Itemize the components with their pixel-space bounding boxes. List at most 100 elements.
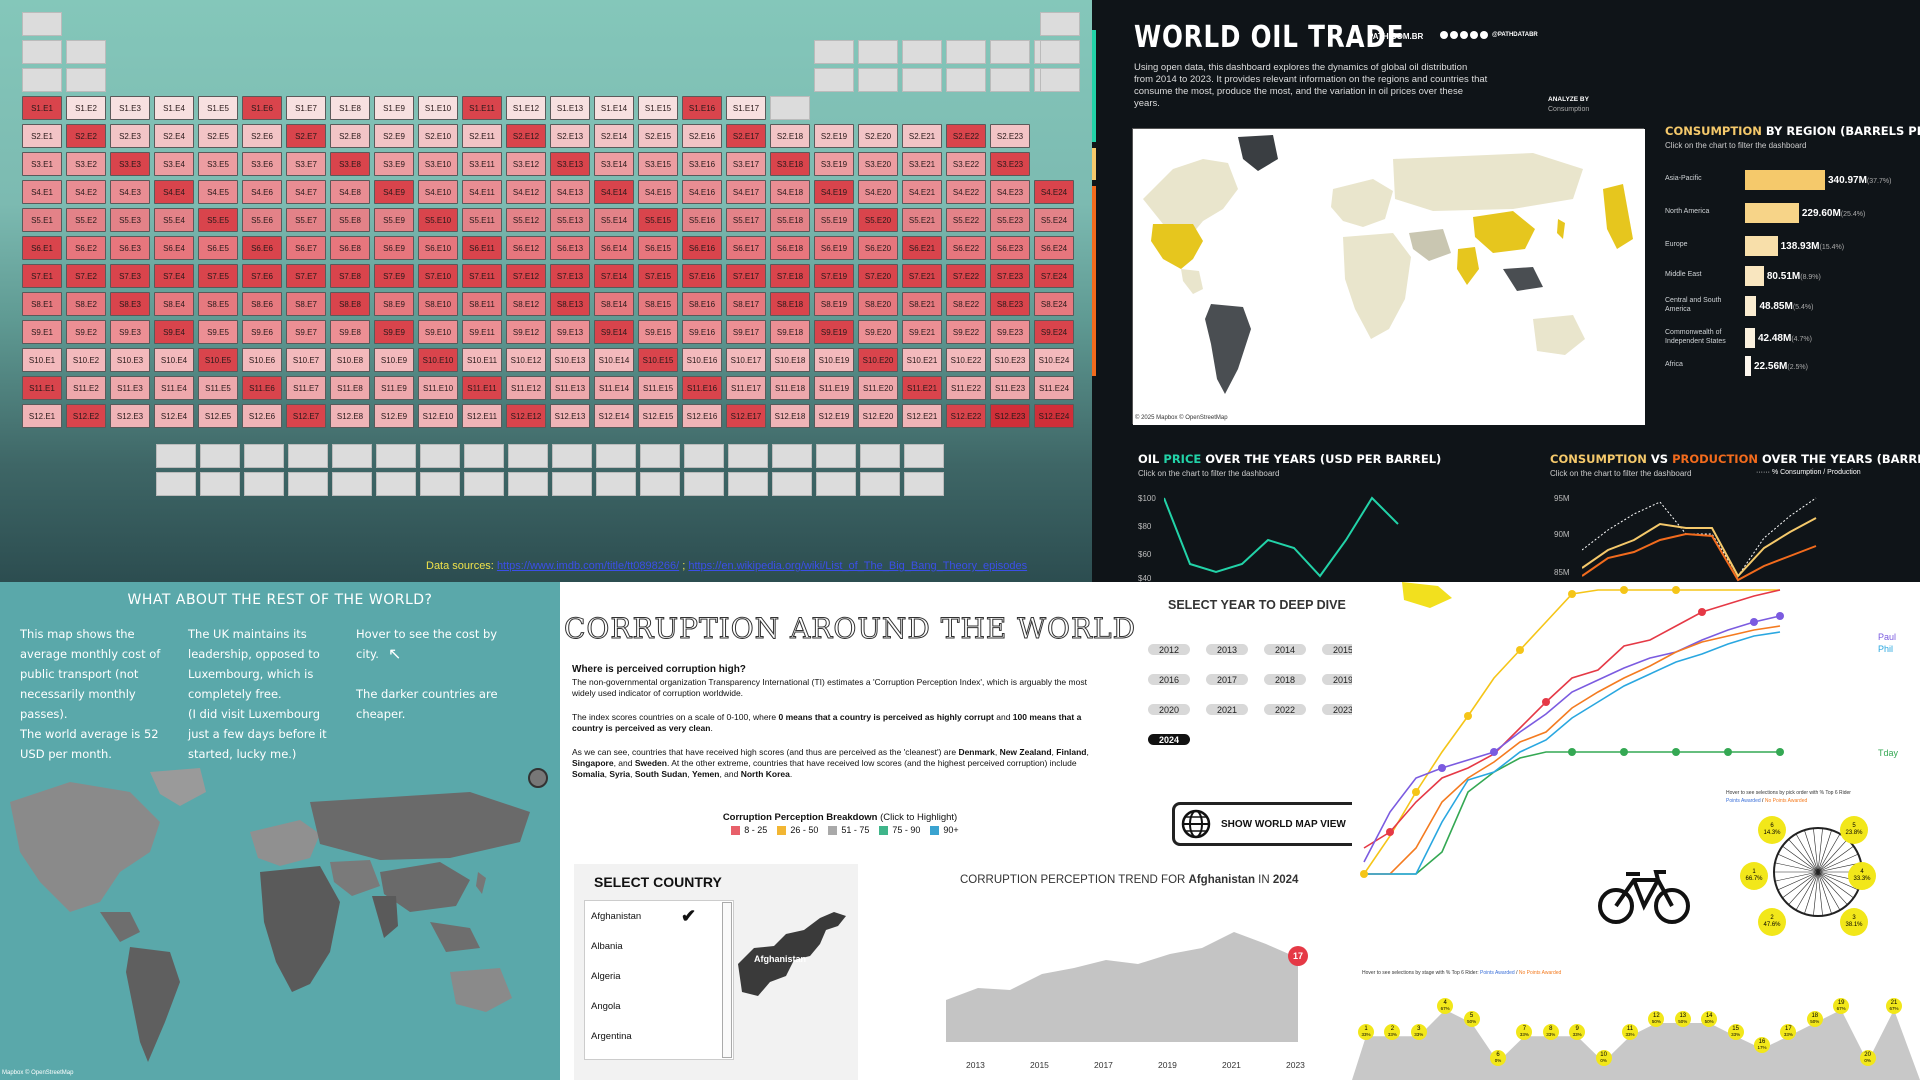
episode-cell[interactable]: S1.E7	[286, 96, 326, 120]
stage-node[interactable]: 3 33%	[1410, 1024, 1427, 1041]
episode-cell[interactable]: S9.E3	[110, 320, 150, 344]
legend-label[interactable]: 90+	[943, 825, 959, 835]
usa-shape[interactable]	[1151, 224, 1203, 269]
episode-cell[interactable]: S7.E22	[946, 264, 986, 288]
episode-cell[interactable]: S12.E5	[198, 404, 238, 428]
episode-cell[interactable]: S7.E8	[330, 264, 370, 288]
episode-cell[interactable]: S5.E7	[286, 208, 326, 232]
region-bar[interactable]	[1745, 266, 1764, 286]
episode-cell[interactable]: S11.E22	[946, 376, 986, 400]
episode-cell[interactable]: S11.E19	[814, 376, 854, 400]
country-item[interactable]: Angola	[591, 1000, 621, 1012]
afghanistan-shape[interactable]	[738, 912, 846, 996]
episode-cell[interactable]: S4.E4	[154, 180, 194, 204]
episode-cell[interactable]: S8.E16	[682, 292, 722, 316]
se-asia-shape[interactable]	[1503, 267, 1543, 291]
episode-cell[interactable]: S7.E18	[770, 264, 810, 288]
episode-cell[interactable]: S6.E16	[682, 236, 722, 260]
country-item[interactable]: Algeria	[591, 970, 621, 982]
episode-cell[interactable]: S1.E8	[330, 96, 370, 120]
episode-cell[interactable]: S11.E15	[638, 376, 678, 400]
oil-price-chart[interactable]: $100 $80 $60 $40	[1138, 494, 1538, 582]
country-item[interactable]: Afghanistan ✔	[591, 905, 697, 926]
episode-cell[interactable]: S6.E4	[154, 236, 194, 260]
north-america-region[interactable]	[10, 782, 160, 912]
stage-node[interactable]: 11 33%	[1622, 1024, 1638, 1041]
episode-cell[interactable]: S8.E19	[814, 292, 854, 316]
episode-cell[interactable]: S7.E5	[198, 264, 238, 288]
episode-cell[interactable]: S12.E16	[682, 404, 722, 428]
greenland-region[interactable]	[150, 768, 206, 806]
episode-cell[interactable]: S12.E9	[374, 404, 414, 428]
russia-region[interactable]	[310, 792, 530, 860]
year-pill[interactable]: 2012	[1148, 644, 1190, 655]
episode-cell[interactable]: S11.E13	[550, 376, 590, 400]
episode-cell[interactable]: S8.E17	[726, 292, 766, 316]
stage-node[interactable]: 14 50%	[1701, 1011, 1718, 1027]
country-item[interactable]: Armenia	[585, 1051, 733, 1059]
episode-cell[interactable]: S2.E3	[110, 124, 150, 148]
episode-cell[interactable]: S5.E5	[198, 208, 238, 232]
episode-cell[interactable]: S12.E6	[242, 404, 282, 428]
episode-cell[interactable]: S8.E5	[198, 292, 238, 316]
episode-cell[interactable]: S11.E5	[198, 376, 238, 400]
year-pill[interactable]: 2015	[1322, 644, 1352, 655]
episode-cell[interactable]: S1.E16	[682, 96, 722, 120]
stage-profile[interactable]: 1 33% 2 33% 3 33% 4 67% 5 50% 6 0% 7 33% 8 33% 9 33% 10 0% 1…	[1352, 982, 1920, 1080]
episode-cell[interactable]: S5.E19	[814, 208, 854, 232]
episode-cell[interactable]: S7.E4	[154, 264, 194, 288]
stage-node[interactable]: 5 50%	[1463, 1011, 1480, 1027]
episode-cell[interactable]: S7.E16	[682, 264, 722, 288]
episode-cell[interactable]: S8.E13	[550, 292, 590, 316]
australia-shape[interactable]	[1533, 315, 1585, 355]
episode-cell[interactable]: S9.E19	[814, 320, 854, 344]
episode-cell[interactable]: S8.E7	[286, 292, 326, 316]
episode-cell[interactable]: S6.E3	[110, 236, 150, 260]
episode-cell[interactable]: S2.E1	[22, 124, 62, 148]
consumption-line[interactable]	[1582, 517, 1817, 578]
episode-cell[interactable]: S3.E11	[462, 152, 502, 176]
episode-cell[interactable]: S12.E12	[506, 404, 546, 428]
episode-cell[interactable]: S8.E10	[418, 292, 458, 316]
episode-cell[interactable]: S9.E1	[22, 320, 62, 344]
episode-cell[interactable]: S4.E5	[198, 180, 238, 204]
episode-cell[interactable]: S2.E4	[154, 124, 194, 148]
episode-cell[interactable]: S7.E23	[990, 264, 1030, 288]
episode-cell[interactable]: S8.E6	[242, 292, 282, 316]
site-label[interactable]: PATH.COM.BR	[1368, 32, 1424, 41]
episode-cell[interactable]: S12.E4	[154, 404, 194, 428]
episode-cell[interactable]: S7.E20	[858, 264, 898, 288]
episode-cell[interactable]: S5.E18	[770, 208, 810, 232]
episode-cell[interactable]: S10.E13	[550, 348, 590, 372]
south-america-shape[interactable]	[1205, 304, 1251, 394]
episode-cell[interactable]: S9.E14	[594, 320, 634, 344]
episode-cell[interactable]: S7.E6	[242, 264, 282, 288]
legend-label[interactable]: 75 - 90	[892, 825, 921, 835]
episode-cell[interactable]: S6.E15	[638, 236, 678, 260]
episode-cell[interactable]: S4.E14	[594, 180, 634, 204]
episode-cell[interactable]: S8.E14	[594, 292, 634, 316]
episode-cell[interactable]: S8.E18	[770, 292, 810, 316]
episode-cell[interactable]: S7.E14	[594, 264, 634, 288]
episode-cell[interactable]: S9.E16	[682, 320, 722, 344]
episode-cell[interactable]: S4.E23	[990, 180, 1030, 204]
episode-cell[interactable]: S2.E7	[286, 124, 326, 148]
africa-region[interactable]	[260, 866, 340, 992]
episode-cell[interactable]: S5.E20	[858, 208, 898, 232]
episode-cell[interactable]: S5.E10	[418, 208, 458, 232]
episode-cell[interactable]: S7.E7	[286, 264, 326, 288]
episode-cell[interactable]: S1.E15	[638, 96, 678, 120]
episode-cell[interactable]: S5.E11	[462, 208, 502, 232]
stage-node[interactable]: 12 50%	[1648, 1011, 1665, 1027]
episode-cell[interactable]: S9.E7	[286, 320, 326, 344]
episode-cell[interactable]: S5.E6	[242, 208, 282, 232]
episode-cell[interactable]: S11.E2	[66, 376, 106, 400]
episode-cell[interactable]: S3.E1	[22, 152, 62, 176]
episode-cell[interactable]: S12.E2	[66, 404, 106, 428]
episode-cell[interactable]: S11.E8	[330, 376, 370, 400]
legend-label[interactable]: 51 - 75	[841, 825, 870, 835]
wheel-node[interactable]: 2 47.6%	[1758, 908, 1786, 936]
episode-cell[interactable]: S4.E18	[770, 180, 810, 204]
episode-cell[interactable]: S10.E7	[286, 348, 326, 372]
episode-cell[interactable]: S3.E2	[66, 152, 106, 176]
